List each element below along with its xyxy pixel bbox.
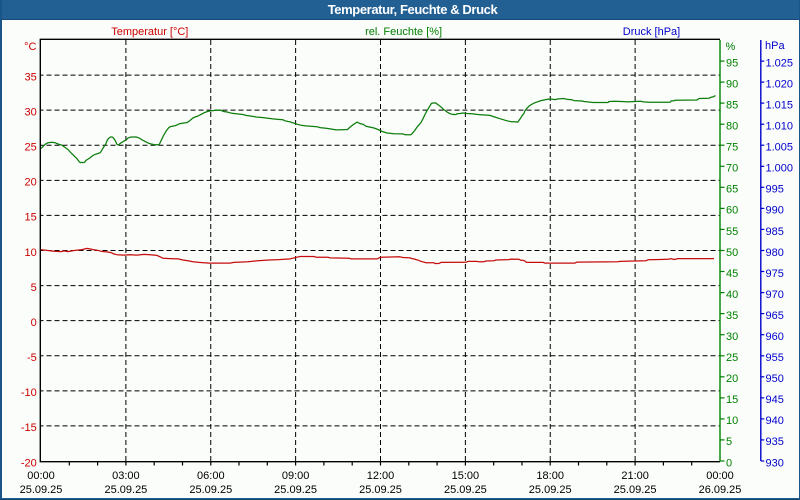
svg-text:°C: °C bbox=[24, 41, 36, 53]
svg-text:15: 15 bbox=[726, 394, 738, 406]
svg-text:25.09.25: 25.09.25 bbox=[614, 484, 657, 496]
svg-text:930: 930 bbox=[766, 457, 784, 469]
svg-text:hPa: hPa bbox=[765, 40, 785, 52]
svg-text:03:00: 03:00 bbox=[112, 470, 140, 482]
svg-text:21:00: 21:00 bbox=[621, 470, 649, 482]
svg-text:5: 5 bbox=[726, 436, 732, 448]
svg-text:45: 45 bbox=[726, 268, 738, 280]
svg-text:995: 995 bbox=[766, 184, 784, 196]
svg-text:940: 940 bbox=[766, 415, 784, 427]
svg-text:50: 50 bbox=[726, 247, 738, 259]
svg-text:70: 70 bbox=[726, 163, 738, 175]
svg-text:945: 945 bbox=[766, 394, 784, 406]
svg-text:0: 0 bbox=[726, 457, 732, 469]
svg-text:20: 20 bbox=[726, 373, 738, 385]
svg-text:15: 15 bbox=[25, 212, 37, 224]
svg-text:00:00: 00:00 bbox=[706, 470, 734, 482]
svg-text:1.015: 1.015 bbox=[766, 99, 794, 111]
svg-text:10: 10 bbox=[25, 247, 37, 259]
svg-text:975: 975 bbox=[766, 268, 784, 280]
svg-text:-15: -15 bbox=[21, 422, 37, 434]
svg-text:75: 75 bbox=[726, 142, 738, 154]
svg-text:955: 955 bbox=[766, 352, 784, 364]
svg-text:5: 5 bbox=[31, 282, 37, 294]
svg-text:-20: -20 bbox=[21, 457, 37, 469]
svg-text:40: 40 bbox=[726, 289, 738, 301]
svg-text:30: 30 bbox=[25, 107, 37, 119]
svg-text:35: 35 bbox=[25, 71, 37, 83]
svg-text:85: 85 bbox=[726, 99, 738, 111]
svg-text:25.09.25: 25.09.25 bbox=[104, 484, 147, 496]
svg-text:%: % bbox=[726, 41, 736, 53]
svg-text:25.09.25: 25.09.25 bbox=[20, 484, 63, 496]
svg-text:25: 25 bbox=[726, 352, 738, 364]
svg-text:970: 970 bbox=[766, 289, 784, 301]
svg-text:09:00: 09:00 bbox=[282, 470, 310, 482]
svg-text:00:00: 00:00 bbox=[27, 470, 55, 482]
svg-text:Temperatur [°C]: Temperatur [°C] bbox=[111, 26, 188, 38]
svg-text:10: 10 bbox=[726, 415, 738, 427]
svg-text:990: 990 bbox=[766, 205, 784, 217]
svg-text:935: 935 bbox=[766, 436, 784, 448]
svg-text:Druck [hPa]: Druck [hPa] bbox=[623, 26, 680, 38]
svg-text:12:00: 12:00 bbox=[367, 470, 395, 482]
svg-text:25.09.25: 25.09.25 bbox=[189, 484, 232, 496]
svg-text:18:00: 18:00 bbox=[536, 470, 564, 482]
svg-text:30: 30 bbox=[726, 331, 738, 343]
svg-text:1.005: 1.005 bbox=[766, 142, 794, 154]
svg-text:1.000: 1.000 bbox=[766, 163, 794, 175]
svg-text:960: 960 bbox=[766, 331, 784, 343]
svg-text:985: 985 bbox=[766, 226, 784, 238]
svg-text:95: 95 bbox=[726, 57, 738, 69]
svg-text:25: 25 bbox=[25, 142, 37, 154]
svg-text:26.09.25: 26.09.25 bbox=[699, 484, 742, 496]
svg-text:950: 950 bbox=[766, 373, 784, 385]
svg-text:20: 20 bbox=[25, 177, 37, 189]
svg-text:90: 90 bbox=[726, 78, 738, 90]
svg-text:1.010: 1.010 bbox=[766, 121, 794, 133]
svg-text:25.09.25: 25.09.25 bbox=[359, 484, 402, 496]
svg-text:25.09.25: 25.09.25 bbox=[444, 484, 487, 496]
svg-text:35: 35 bbox=[726, 310, 738, 322]
svg-text:-10: -10 bbox=[21, 387, 37, 399]
svg-text:965: 965 bbox=[766, 310, 784, 322]
svg-text:60: 60 bbox=[726, 205, 738, 217]
svg-text:65: 65 bbox=[726, 184, 738, 196]
svg-text:06:00: 06:00 bbox=[197, 470, 225, 482]
svg-text:80: 80 bbox=[726, 121, 738, 133]
svg-text:25.09.25: 25.09.25 bbox=[529, 484, 572, 496]
svg-text:1.020: 1.020 bbox=[766, 78, 794, 90]
svg-text:0: 0 bbox=[31, 317, 37, 329]
svg-text:55: 55 bbox=[726, 226, 738, 238]
svg-text:rel. Feuchte [%]: rel. Feuchte [%] bbox=[365, 26, 442, 38]
svg-text:-5: -5 bbox=[27, 352, 37, 364]
svg-text:15:00: 15:00 bbox=[452, 470, 480, 482]
svg-text:1.025: 1.025 bbox=[766, 57, 794, 69]
svg-text:25.09.25: 25.09.25 bbox=[274, 484, 317, 496]
svg-text:980: 980 bbox=[766, 247, 784, 259]
